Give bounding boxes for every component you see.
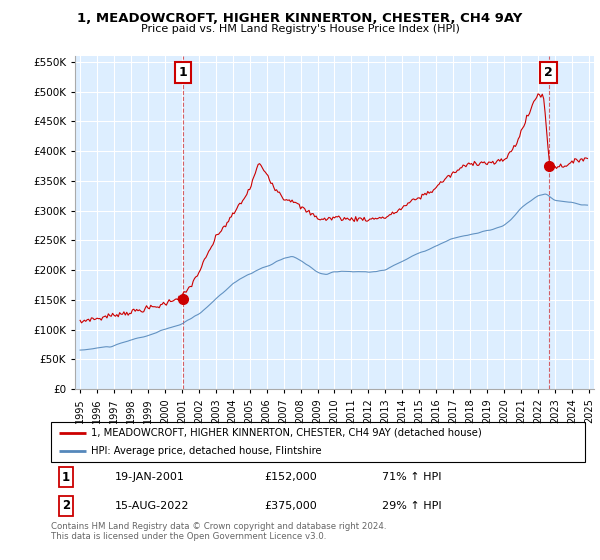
Text: 2: 2 (544, 66, 553, 79)
Text: 1, MEADOWCROFT, HIGHER KINNERTON, CHESTER, CH4 9AY: 1, MEADOWCROFT, HIGHER KINNERTON, CHESTE… (77, 12, 523, 25)
Text: 15-AUG-2022: 15-AUG-2022 (115, 501, 190, 511)
Text: HPI: Average price, detached house, Flintshire: HPI: Average price, detached house, Flin… (91, 446, 322, 456)
Text: £152,000: £152,000 (265, 472, 317, 482)
Text: 1: 1 (62, 470, 70, 483)
Text: 29% ↑ HPI: 29% ↑ HPI (382, 501, 442, 511)
Text: Price paid vs. HM Land Registry's House Price Index (HPI): Price paid vs. HM Land Registry's House … (140, 24, 460, 34)
Text: 71% ↑ HPI: 71% ↑ HPI (382, 472, 442, 482)
Text: 19-JAN-2001: 19-JAN-2001 (115, 472, 185, 482)
Text: £375,000: £375,000 (265, 501, 317, 511)
Text: Contains HM Land Registry data © Crown copyright and database right 2024.
This d: Contains HM Land Registry data © Crown c… (51, 522, 386, 542)
Text: 2: 2 (62, 500, 70, 512)
Text: 1: 1 (178, 66, 187, 79)
Text: 1, MEADOWCROFT, HIGHER KINNERTON, CHESTER, CH4 9AY (detached house): 1, MEADOWCROFT, HIGHER KINNERTON, CHESTE… (91, 428, 482, 437)
